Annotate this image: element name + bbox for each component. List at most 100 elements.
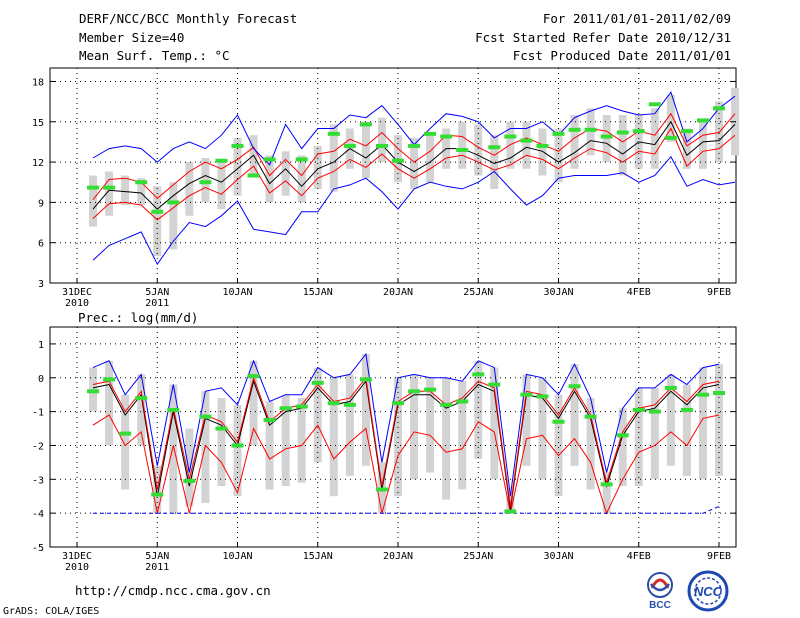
temp-observed-marker xyxy=(713,106,725,111)
prec-spread-bar xyxy=(682,384,691,476)
prec-observed-marker xyxy=(504,509,517,514)
prec-xtick-label: 15JAN xyxy=(303,551,333,562)
temp-spread-bar xyxy=(490,135,499,189)
temp-xtick-label: 10JAN xyxy=(222,287,252,298)
prec-spread-bar xyxy=(618,408,627,487)
temp-observed-marker xyxy=(247,173,260,178)
prec-xtick-label: 4FEB xyxy=(627,551,651,562)
prec-spread-bar xyxy=(105,360,114,446)
prec-observed-marker xyxy=(295,404,308,409)
prec-xtick-label: 10JAN xyxy=(222,551,252,562)
temp-spread-bar xyxy=(153,186,162,257)
temp-xtick-label: 9FEB xyxy=(707,287,731,298)
temp-observed-marker xyxy=(87,185,100,190)
temp-xtick-year: 2011 xyxy=(145,298,169,309)
temp-observed-marker xyxy=(456,147,469,152)
temp-ytick-label: 6 xyxy=(38,239,44,250)
temp-observed-marker xyxy=(103,185,116,190)
temp-observed-marker xyxy=(696,118,709,123)
prec-observed-marker xyxy=(456,399,469,404)
temp-xtick-label: 30JAN xyxy=(543,287,573,298)
temp-series-upper-red xyxy=(92,112,736,201)
prec-observed-marker xyxy=(327,401,340,406)
temp-xtick-label: 15JAN xyxy=(303,287,333,298)
prec-xtick-year: 2010 xyxy=(65,562,89,573)
prec-spread-bar xyxy=(233,404,242,497)
temp-observed-marker xyxy=(520,138,533,143)
prec-observed-marker xyxy=(408,389,421,394)
prec-xtick-label: 25JAN xyxy=(463,551,493,562)
temp-ytick-label: 12 xyxy=(32,158,44,169)
prec-xtick-label: 5JAN xyxy=(145,551,169,562)
temp-observed-marker xyxy=(375,143,388,148)
temp-observed-marker xyxy=(616,130,629,135)
temp-observed-marker xyxy=(680,129,693,134)
prec-spread-bar xyxy=(570,364,579,466)
prec-observed-marker xyxy=(392,401,404,406)
prec-spread-bar xyxy=(426,377,435,473)
bcc-logo-text: BCC xyxy=(649,600,671,610)
temp-observed-marker xyxy=(135,180,148,185)
prec-observed-marker xyxy=(713,391,725,395)
prec-spread-bar xyxy=(666,374,675,466)
prec-observed-marker xyxy=(520,392,533,397)
prec-observed-marker xyxy=(616,433,629,438)
fcst-started-date: Fcst Started Refer Date 2010/12/31 xyxy=(475,30,731,45)
prec-observed-marker xyxy=(279,406,292,411)
prec-ytick-label: -5 xyxy=(32,543,44,554)
prec-spread-bar xyxy=(698,367,707,480)
prec-frame xyxy=(49,326,737,548)
temp-series-mean xyxy=(92,120,736,210)
prec-spread-bar xyxy=(137,374,146,446)
temp-xtick-label: 5JAN xyxy=(145,287,169,298)
prec-observed-marker xyxy=(552,419,565,424)
temp-series-lower-blue xyxy=(92,155,736,266)
prec-observed-marker xyxy=(311,380,324,385)
prec-observed-marker xyxy=(648,409,661,414)
temp-observed-marker xyxy=(504,134,517,139)
prec-observed-marker xyxy=(263,418,276,423)
source-url[interactable]: http://cmdp.ncc.cma.gov.cn xyxy=(75,583,271,598)
temp-observed-marker xyxy=(536,143,549,148)
temp-spread-bar xyxy=(410,137,419,189)
prec-xtick-label: 9FEB xyxy=(707,551,731,562)
prec-xtick-label: 31DEC xyxy=(62,551,92,562)
temp-observed-marker xyxy=(632,129,645,134)
prec-observed-marker xyxy=(135,396,148,401)
temp-observed-marker xyxy=(231,143,244,148)
prec-spread-bar xyxy=(329,377,338,497)
prec-observed-marker xyxy=(440,402,453,407)
temp-observed-marker xyxy=(584,127,597,132)
prec-spread-bar xyxy=(281,394,290,487)
temp-observed-marker xyxy=(440,134,453,139)
prec-spread-bar xyxy=(490,367,499,480)
prec-spread-bar xyxy=(265,401,274,490)
prec-ytick-label: 0 xyxy=(38,374,44,385)
prec-spread-bar xyxy=(361,354,370,466)
temp-observed-marker xyxy=(424,131,437,136)
variable-label: Mean Surf. Temp.: °C xyxy=(79,48,230,63)
prec-ytick-label: -2 xyxy=(32,441,44,452)
prec-spread-bar xyxy=(185,428,194,507)
temp-xtick-label: 31DEC xyxy=(62,287,92,298)
prec-spread-bar xyxy=(538,377,547,480)
prec-spread-bar xyxy=(474,360,483,459)
prec-observed-marker xyxy=(632,407,645,412)
temp-spread-bar xyxy=(121,175,130,206)
prec-observed-marker xyxy=(151,492,164,497)
forecast-period: For 2011/01/01-2011/02/09 xyxy=(542,11,731,26)
temp-spread-bar xyxy=(105,171,114,216)
prec-spread-bar xyxy=(217,398,226,487)
bcc-logo: BCC xyxy=(647,572,673,610)
prec-observed-marker xyxy=(183,479,196,483)
temp-spread-bar xyxy=(602,115,611,163)
prec-observed-marker xyxy=(119,431,132,436)
temp-observed-marker xyxy=(199,180,212,185)
ncc-logo-text: NCC xyxy=(694,584,723,599)
prec-observed-marker xyxy=(199,414,212,419)
temp-observed-marker xyxy=(263,157,276,162)
prec-observed-marker xyxy=(103,377,116,382)
temp-spread-bar xyxy=(522,121,531,169)
temp-observed-marker xyxy=(392,158,404,163)
